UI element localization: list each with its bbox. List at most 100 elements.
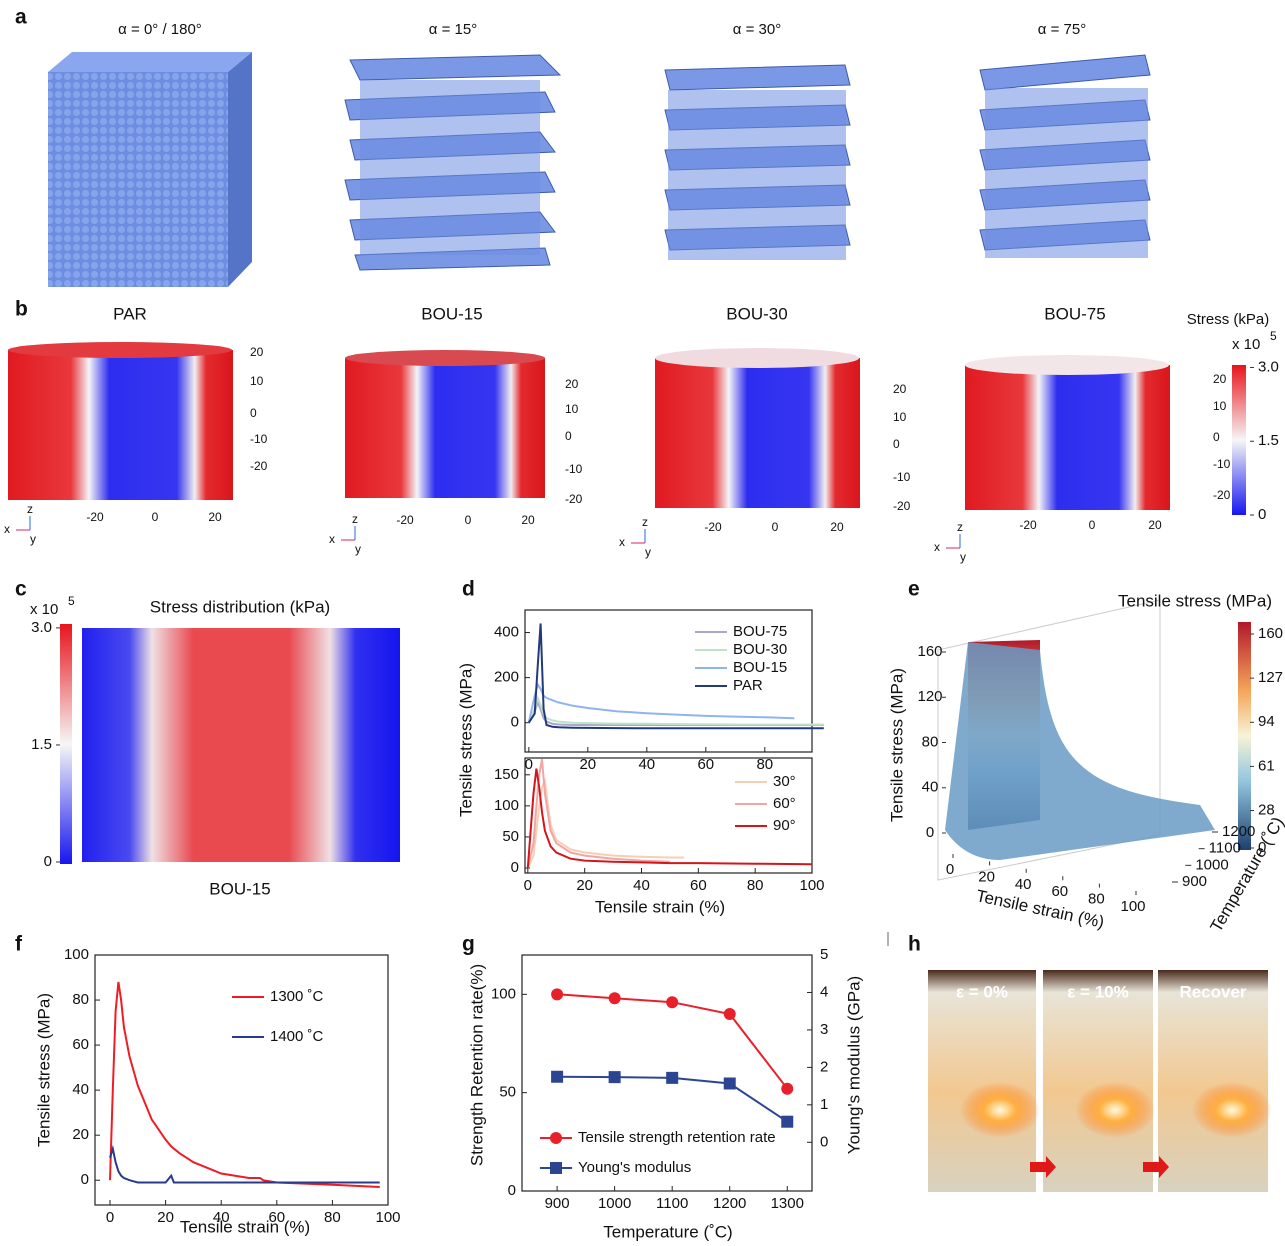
marker [609,1071,621,1083]
x-tick-label: 20 [978,868,995,885]
plot-frame [525,758,812,873]
x-tick-label: 80 [747,877,764,894]
heatmap [60,624,400,864]
x-tick-label: 80 [1088,891,1105,908]
sim-title: BOU-75 [1044,304,1105,323]
y-tick-label: 150 [494,766,519,783]
photos [888,932,1272,1192]
panel-label: b [15,298,28,321]
legend-label: 60° [773,795,796,812]
legend-label: Young's modulus [578,1159,691,1176]
axis-letter: x [4,522,10,536]
axis-letter: x [329,532,335,546]
x-tick-label: 20 [521,513,535,527]
x-tick-label: 60 [690,877,707,894]
y-tick-label: 20 [72,1126,89,1143]
y-tick-label: 0 [511,859,519,876]
z-tick-label: -10 [1213,457,1231,471]
x-tick-label: 0 [524,877,532,894]
z-tick-label: 120 [917,688,942,705]
structure-title: α = 15° [429,21,477,38]
surface-3d [938,600,1251,880]
series-line [528,781,684,868]
structure-c [665,65,850,260]
legend-label: BOU-30 [733,641,787,658]
z-tick-label: -20 [565,492,583,506]
z-tick-label: 40 [922,779,939,796]
structure-b [345,55,560,270]
y-tick-label: 100 [491,985,516,1002]
panel-label: c [15,578,27,601]
x-axis-label: Tensile strain (%) [180,1217,310,1236]
x-tick-label: 20 [1148,518,1162,532]
x-tick-label: -20 [704,520,722,534]
photo-label: ε = 0% [956,982,1008,1001]
marker [724,1008,736,1020]
page: { "panel_labels": ["a","b","c","d","e","… [0,0,1285,1246]
x-tick-label: 0 [772,520,779,534]
panel-label: a [15,6,27,29]
axis-letter: x [619,535,625,549]
y2-tick-label: 1 [820,1096,828,1113]
axis-letter: z [642,515,648,529]
y-tick-label: 400 [494,624,519,641]
x-tick-label: 40 [633,877,650,894]
panel-label: d [462,578,475,601]
x-tick-label: 900 [545,1195,570,1212]
y-tick-label: 0 [81,1171,89,1188]
z-axis-label: Tensile stress (MPa) [887,668,906,822]
z-tick-label: 80 [922,733,939,750]
figure: abcdefghα = 0° / 180°α = 15°α = 30°α = 7… [0,0,1285,1241]
marker [724,1077,736,1089]
x-tick-label: 100 [375,1209,400,1226]
sim-title: BOU-30 [726,304,787,323]
x-tick-label: 0 [465,513,472,527]
colorbar-tick-label: 160 [1258,625,1283,642]
x-tick-label: 20 [576,877,593,894]
z-tick-label: 0 [250,406,257,420]
colorbar-tick-label: 1.5 [31,736,52,753]
photo-label: Recover [1179,982,1246,1001]
y2-tick-label: 0 [820,1133,828,1150]
structure-a [48,52,252,287]
z-tick-label: -20 [250,459,268,473]
x-tick-label: -20 [86,510,104,524]
structure-title: α = 0° / 180° [118,21,202,38]
legend-label: PAR [733,677,763,694]
x-tick-label: 1100 [656,1195,688,1212]
legend-label: 1400 ˚C [270,1028,324,1045]
x-tick-label: 20 [208,510,222,524]
y-tick-label: 50 [502,828,519,845]
colorbar-tick-label: 0 [1258,506,1266,523]
map-caption: BOU-15 [209,879,270,898]
z-tick-label: 0 [926,824,934,841]
colorbar-tick-label: 3.0 [1258,358,1279,375]
y-axis-label: Strength Retention rate(%) [467,964,486,1166]
z-tick-label: -10 [565,462,583,476]
colorbar-tick-label: 3.0 [31,619,52,636]
colorbar-tick-label: 94 [1258,713,1275,730]
axis-letter: y [645,545,651,559]
y2-tick-label: 4 [820,983,828,1000]
marker [551,1071,563,1083]
x-tick-label: 0 [946,861,954,878]
z-tick-label: 20 [565,377,579,391]
colorbar-tick-label: 1.5 [1258,432,1279,449]
z-tick-label: 20 [1213,372,1227,386]
axis-letter: y [30,532,36,546]
colorbar-multiplier: x 10 [30,601,58,618]
legend-label: BOU-75 [733,623,787,640]
x-tick-label: 0 [106,1209,114,1226]
colorbar-multiplier: x 10 [1232,336,1260,353]
z-tick-label: 20 [250,345,264,359]
panel-label: e [908,578,920,601]
marker [666,1072,678,1084]
colorbar-tick-label: 127 [1258,669,1283,686]
x-tick-label: -20 [396,513,414,527]
structure-title: α = 75° [1038,21,1086,38]
x-tick-label: 60 [1051,883,1068,900]
plot-frame [95,955,388,1205]
x-tick-label: 80 [324,1209,341,1226]
legend-label: 90° [773,817,796,834]
marker [781,1116,793,1128]
